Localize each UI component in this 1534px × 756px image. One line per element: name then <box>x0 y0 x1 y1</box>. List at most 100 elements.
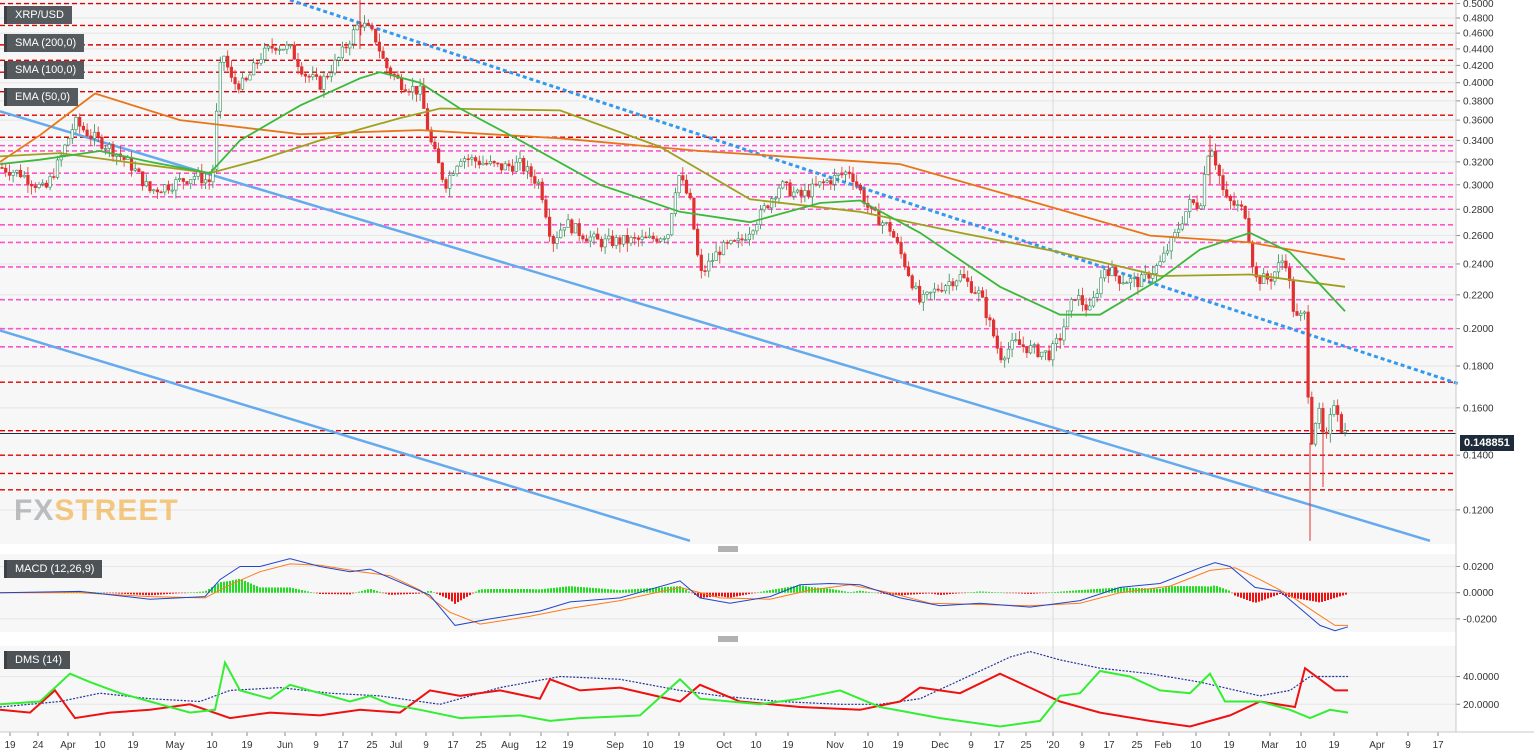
sma200-tag[interactable]: SMA (200,0) <box>4 34 85 52</box>
candle-body <box>710 260 714 262</box>
sma100-line <box>0 107 1346 288</box>
candle-body <box>1047 350 1051 361</box>
macd-histogram-bar <box>1003 592 1005 594</box>
candle-body <box>104 148 108 150</box>
x-tick-label: Apr <box>60 740 76 751</box>
candle-body <box>7 171 12 176</box>
macd-histogram-bar <box>1162 587 1164 593</box>
macd-histogram-bar <box>484 589 486 593</box>
candle-body <box>688 192 692 199</box>
candle-body <box>148 181 152 192</box>
macd-histogram-bar <box>1078 590 1080 593</box>
macd-histogram-bar <box>640 588 642 593</box>
macd-histogram-bar <box>1063 591 1065 593</box>
dms-tag[interactable]: DMS (14) <box>4 651 71 669</box>
candle-body <box>988 317 992 321</box>
x-tick-label: '20 <box>1046 740 1059 751</box>
macd-histogram-bar <box>952 592 954 594</box>
x-tick-label: 25 <box>1131 740 1143 751</box>
candle-body <box>1228 195 1232 202</box>
macd-histogram-bar <box>157 592 159 595</box>
candle-body <box>1243 206 1247 219</box>
macd-histogram-bar <box>349 592 351 595</box>
dms-pane-background <box>0 646 1456 732</box>
macd-histogram-bar <box>826 588 828 593</box>
macd-histogram-bar <box>664 587 666 593</box>
candle-body <box>766 205 770 209</box>
macd-histogram-bar <box>97 592 99 593</box>
pane-resize-handle-dms[interactable] <box>718 636 738 642</box>
candle-body <box>629 237 633 244</box>
adx-line <box>0 650 1348 708</box>
x-tick-label: 24 <box>32 740 44 751</box>
macd-histogram-bar <box>1219 587 1221 593</box>
macd-histogram-bar <box>112 592 114 594</box>
pane-resize-handle-macd[interactable] <box>718 546 738 552</box>
candle-body <box>1128 278 1133 283</box>
macd-histogram-bar <box>1234 592 1236 596</box>
price-tick-label: 0.3200 <box>1463 157 1494 168</box>
candle-body <box>699 254 703 271</box>
macd-histogram-bar <box>1291 592 1293 598</box>
candle-body <box>1054 338 1059 345</box>
macd-histogram-bar <box>421 592 423 594</box>
macd-histogram-bar <box>625 589 627 593</box>
candle-body <box>640 236 644 240</box>
macd-histogram-bar <box>1339 592 1341 597</box>
candle-body <box>777 187 781 199</box>
macd-histogram-bar <box>373 589 375 593</box>
candle-body <box>721 241 726 256</box>
macd-histogram-bar <box>559 587 561 593</box>
macd-histogram-bar <box>1120 587 1122 593</box>
candle-body <box>85 129 89 137</box>
macd-histogram-bar <box>967 592 969 593</box>
macd-histogram-bar <box>274 587 276 593</box>
macd-histogram-bar <box>289 587 291 593</box>
macd-histogram-bar <box>295 588 297 593</box>
macd-histogram-bar <box>1303 592 1305 600</box>
macd-histogram-bar <box>1144 588 1146 593</box>
candle-body <box>858 184 862 191</box>
candle-body <box>806 190 811 197</box>
ema50-tag[interactable]: EMA (50,0) <box>4 88 79 106</box>
macd-histogram-bar <box>1240 592 1242 598</box>
macd-tag[interactable]: MACD (12,26,9) <box>4 560 103 578</box>
macd-histogram-bar <box>598 588 600 593</box>
macd-histogram-bar <box>901 592 903 596</box>
candle-body <box>355 24 359 31</box>
candle-body <box>433 141 437 150</box>
candle-body <box>618 237 622 245</box>
x-tick-label: 19 <box>562 740 574 751</box>
macd-histogram-bar <box>469 592 471 596</box>
candle-body <box>100 136 104 149</box>
candle-body <box>399 77 404 90</box>
macd-histogram-bar <box>685 589 687 593</box>
candle-body <box>1043 350 1047 353</box>
macd-histogram-bar <box>424 592 426 593</box>
macd-histogram-bar <box>592 587 594 593</box>
macd-histogram-bar <box>1189 586 1191 593</box>
macd-histogram-bar <box>1306 592 1308 601</box>
symbol-tag[interactable]: XRP/USD <box>4 6 72 24</box>
candle-body <box>1284 260 1288 269</box>
candle-body <box>1058 338 1062 341</box>
macd-histogram-bar <box>946 592 948 595</box>
candle-body <box>1162 252 1166 263</box>
candle-body <box>137 168 141 172</box>
candle-body <box>414 85 419 95</box>
macd-histogram-bar <box>463 592 465 599</box>
macd-histogram-bar <box>502 589 504 593</box>
macd-histogram-bar <box>868 591 870 593</box>
macd-histogram-bar <box>442 592 444 597</box>
candle-body <box>788 182 792 197</box>
candle-body <box>773 197 777 200</box>
candle-body <box>459 161 463 167</box>
sma100-tag[interactable]: SMA (100,0) <box>4 61 85 79</box>
macd-histogram-bar <box>1207 586 1209 593</box>
candle-body <box>178 178 182 180</box>
candle-body <box>311 74 315 78</box>
macd-histogram-bar <box>751 592 753 594</box>
macd-histogram-bar <box>535 589 537 593</box>
candle-body <box>466 158 470 160</box>
candle-body <box>536 181 541 184</box>
